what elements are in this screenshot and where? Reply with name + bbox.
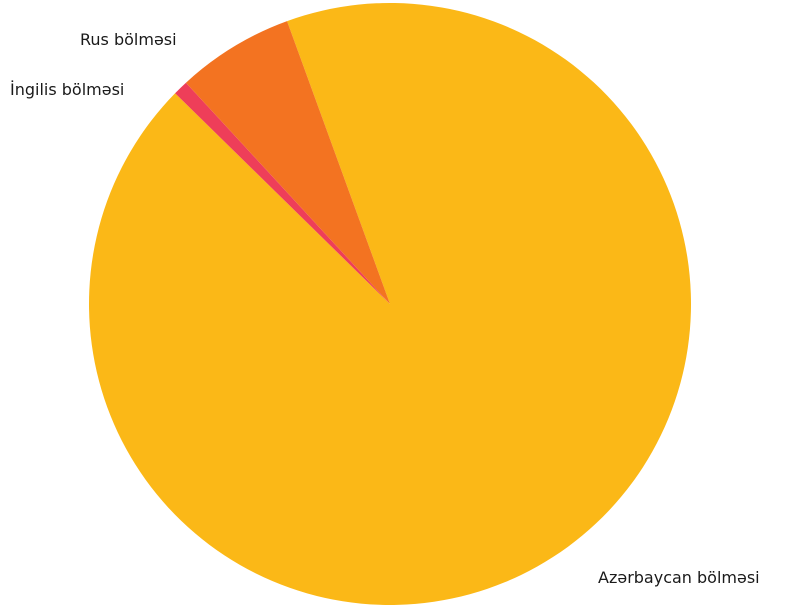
label-rus-bolmesi: Rus bölməsi xyxy=(80,30,177,49)
slice-labels: Azərbaycan bölməsi Rus bölməsi İngilis b… xyxy=(10,30,760,587)
pie-slice-i-ngilis-bo-lm-si xyxy=(175,82,390,304)
pie-slice-rus-bo-lm-si xyxy=(185,21,390,305)
label-azerbaycan-bolmesi: Azərbaycan bölməsi xyxy=(598,568,760,587)
pie-slices xyxy=(89,2,692,605)
label-ingilis-bolmesi: İngilis bölməsi xyxy=(10,80,124,99)
pie-slice-az-rbaycan-bo-lm-si xyxy=(89,2,692,605)
